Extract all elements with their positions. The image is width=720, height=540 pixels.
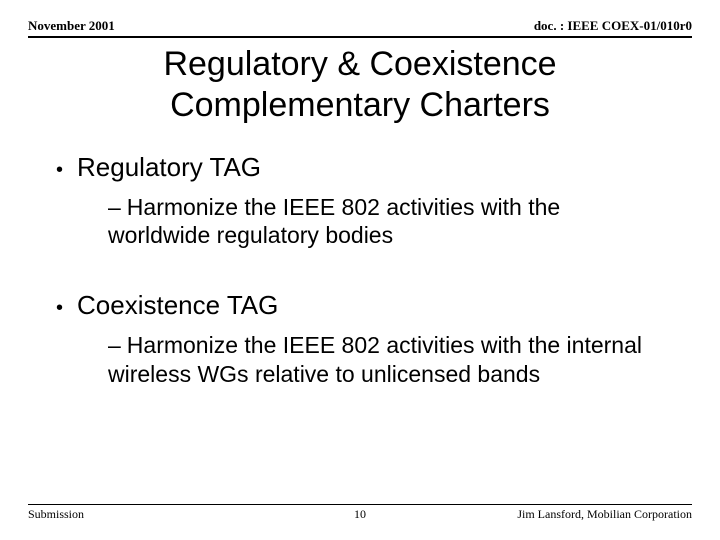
bullet-dot-icon: • [56,297,63,320]
bullet-heading: Coexistence TAG [77,290,278,321]
bullet-main: • Regulatory TAG [38,152,692,183]
slide-title: Regulatory & Coexistence Complementary C… [28,44,692,126]
bullet-dash-icon: – [108,194,121,220]
bullet-sub: –Harmonize the IEEE 802 activities with … [108,331,652,389]
bullet-sub: –Harmonize the IEEE 802 activities with … [108,193,652,251]
slide-footer: Submission 10 Jim Lansford, Mobilian Cor… [28,504,692,522]
footer-row: Submission 10 Jim Lansford, Mobilian Cor… [28,507,692,522]
slide-header: November 2001 doc. : IEEE COEX-01/010r0 [28,18,692,38]
bullet-dash-icon: – [108,332,121,358]
footer-page-number: 10 [354,507,366,522]
title-line-2: Complementary Charters [170,86,550,124]
bullet-heading: Regulatory TAG [77,152,261,183]
bullet-sub-text: Harmonize the IEEE 802 activities with t… [108,194,560,249]
header-docref: doc. : IEEE COEX-01/010r0 [534,18,692,34]
title-line-1: Regulatory & Coexistence [163,45,556,83]
bullet-dot-icon: • [56,159,63,182]
footer-left: Submission [28,507,84,522]
bullet-main: • Coexistence TAG [38,290,692,321]
footer-rule [28,504,692,505]
header-date: November 2001 [28,18,115,34]
bullet-sub-text: Harmonize the IEEE 802 activities with t… [108,332,642,387]
footer-author: Jim Lansford, Mobilian Corporation [517,507,692,522]
slide-content: • Regulatory TAG –Harmonize the IEEE 802… [28,152,692,389]
